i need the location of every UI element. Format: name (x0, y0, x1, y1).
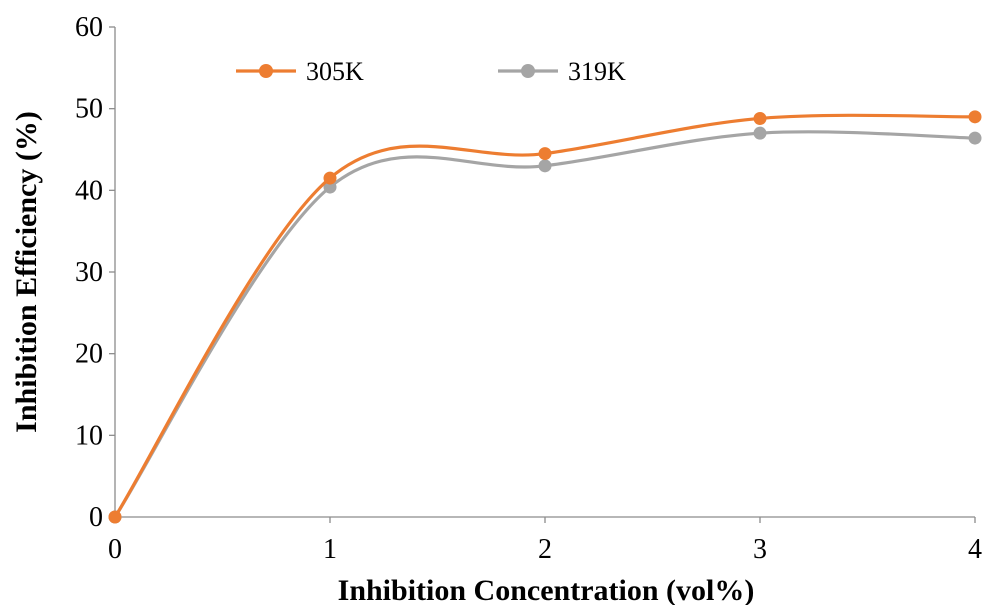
data-point-319k (323, 180, 337, 194)
y-tick-label: 10 (75, 420, 103, 451)
data-point-319k (538, 159, 552, 173)
y-tick-label: 60 (75, 12, 103, 43)
data-point-319k (968, 131, 982, 145)
x-tick-label: 0 (108, 534, 122, 565)
y-tick-label: 40 (75, 175, 103, 206)
legend-item-319k: 319K (498, 57, 626, 86)
legend-point-marker (259, 64, 273, 78)
series-layer (108, 110, 982, 524)
data-point-305k (108, 510, 122, 524)
data-point-319k (753, 126, 767, 140)
axes (109, 26, 976, 523)
y-tick-label: 20 (75, 339, 103, 370)
data-point-305k (323, 171, 337, 185)
x-tick-label: 4 (968, 534, 982, 565)
data-point-305k (538, 147, 552, 161)
y-tick-label: 50 (75, 94, 103, 125)
tick-labels: 0 10 20 30 40 50 60 0 1 2 3 4 (75, 12, 982, 565)
data-point-305k (753, 111, 767, 125)
legend-label: 319K (568, 57, 626, 86)
legend-item-305k: 305K (236, 57, 364, 86)
y-tick-label: 0 (89, 502, 103, 533)
series-line-305k (113, 113, 976, 518)
x-tick-label: 3 (753, 534, 767, 565)
legend: 305K 319K (236, 57, 626, 86)
y-tick-label: 30 (75, 257, 103, 288)
series-line-319k (113, 130, 976, 518)
y-axis-title: Inhibition Efficiency (%) (10, 111, 43, 433)
x-tick-label: 2 (538, 534, 552, 565)
legend-point-marker (521, 64, 535, 78)
series-319k (108, 126, 982, 524)
x-axis-title: Inhibition Concentration (vol%) (338, 574, 755, 605)
data-point-305k (968, 110, 982, 124)
series-305k (108, 110, 982, 524)
x-tick-label: 1 (323, 534, 337, 565)
legend-label: 305K (306, 57, 364, 86)
